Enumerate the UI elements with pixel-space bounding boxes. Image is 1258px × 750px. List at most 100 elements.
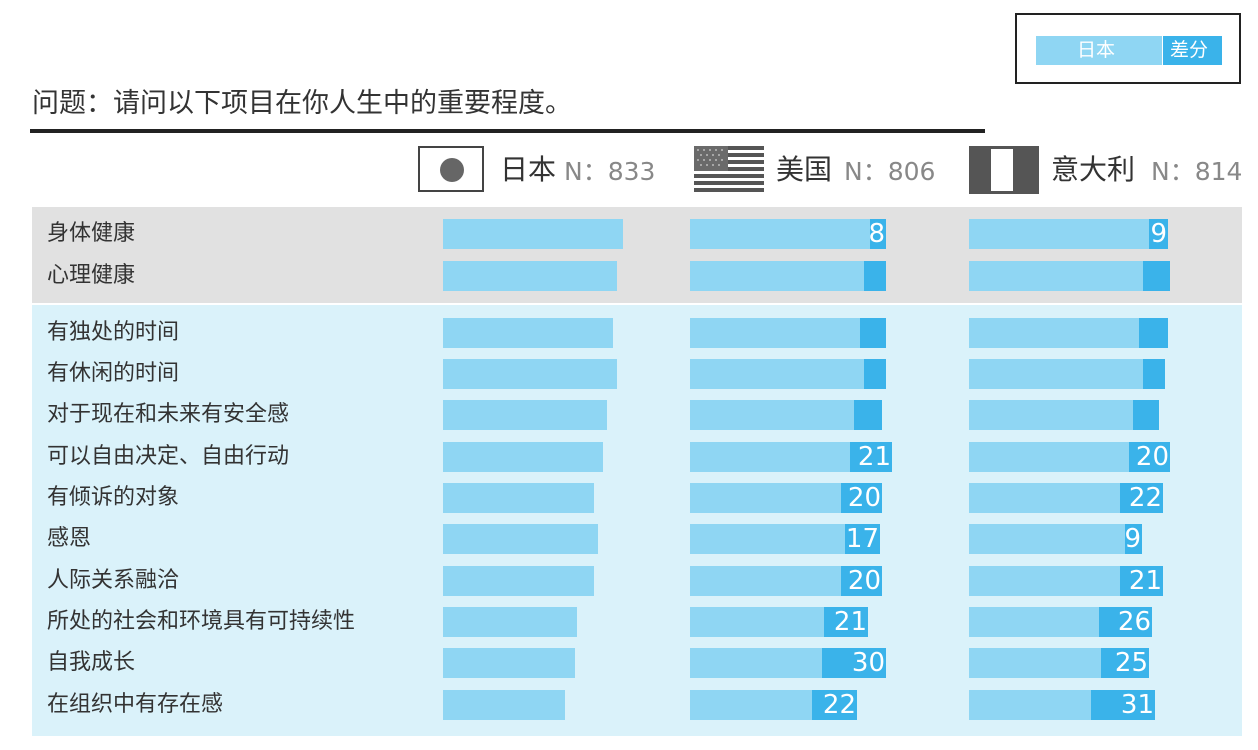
bar-usa: 21 [690,442,892,472]
legend-diff-label: 差分 [1170,38,1208,62]
bar-base-segment [690,607,824,637]
legend-base-label: 日本 [1077,38,1115,62]
difference-label: 20 [1136,442,1169,472]
bar-base-segment [443,442,603,472]
bar-diff-segment [1143,261,1170,291]
bar-japan [443,648,575,678]
bar-base-segment [969,318,1139,348]
bar-italy: 31 [969,690,1155,720]
row-label: 在组织中有存在感 [47,691,223,719]
bar-italy: 22 [969,483,1163,513]
sample-size: N：806 [844,156,935,188]
bar-usa: 20 [690,483,882,513]
difference-label: 31 [1121,690,1154,720]
bar-diff-segment [1139,318,1168,348]
bar-japan [443,566,594,596]
difference-label: 8 [868,219,885,249]
difference-label: 9 [1150,219,1167,249]
difference-label: 20 [848,566,881,596]
bar-usa: 8 [690,219,886,249]
bar-italy: 9 [969,219,1168,249]
bar-japan [443,442,603,472]
bar-base-segment [443,483,594,513]
bar-italy: 26 [969,607,1152,637]
difference-label: 21 [858,442,891,472]
bar-japan [443,400,607,430]
bar-base-segment [443,400,607,430]
sample-size: N：833 [564,156,655,188]
bar-italy [969,318,1168,348]
difference-label: 21 [1129,566,1162,596]
difference-label: 9 [1124,524,1141,554]
bar-usa: 17 [690,524,880,554]
japan-flag-icon [418,146,484,192]
bar-japan [443,318,613,348]
row-label: 人际关系融洽 [47,567,179,595]
bar-base-segment [690,261,864,291]
bar-diff-segment [1143,359,1165,389]
row-label: 可以自由决定、自由行动 [47,443,289,471]
country-name: 美国 [776,152,832,188]
bar-base-segment [969,690,1091,720]
row-label: 有休闲的时间 [47,360,179,388]
bar-base-segment [690,400,854,430]
bar-base-segment [690,648,822,678]
bar-usa [690,318,886,348]
bar-base-segment [443,318,613,348]
row-label: 对于现在和未来有安全感 [47,401,289,429]
difference-label: 26 [1118,607,1151,637]
bar-base-segment [690,483,841,513]
bar-base-segment [443,359,617,389]
bar-diff-segment [864,261,886,291]
bar-italy: 21 [969,566,1163,596]
bar-usa [690,400,882,430]
bar-base-segment [443,219,623,249]
bar-base-segment [443,690,565,720]
bar-base-segment [969,219,1149,249]
bar-italy: 25 [969,648,1149,678]
bar-diff-segment [1133,400,1159,430]
bar-base-segment [690,442,850,472]
country-name: 意大利 [1051,152,1135,188]
row-label: 自我成长 [47,649,135,677]
bar-japan [443,690,565,720]
bar-diff-segment [854,400,882,430]
bar-italy: 20 [969,442,1170,472]
country-name: 日本 [500,152,556,188]
bar-base-segment [690,690,812,720]
bar-japan [443,524,598,554]
difference-label: 30 [852,648,885,678]
bar-italy [969,400,1159,430]
bar-base-segment [969,566,1120,596]
bar-base-segment [969,261,1143,291]
difference-label: 17 [846,524,879,554]
bar-base-segment [969,607,1099,637]
row-label: 心理健康 [47,262,135,290]
bar-base-segment [690,524,845,554]
row-label: 身体健康 [47,220,135,248]
bar-base-segment [443,261,617,291]
bar-base-segment [969,648,1101,678]
bar-base-segment [969,442,1129,472]
bar-diff-segment [864,359,886,389]
bar-usa: 22 [690,690,857,720]
bar-usa: 20 [690,566,882,596]
difference-label: 25 [1115,648,1148,678]
chart-title: 问题：请问以下项目在你人生中的重要程度。 [32,86,572,122]
italy-flag-icon [969,146,1039,194]
difference-label: 20 [848,483,881,513]
bar-base-segment [443,648,575,678]
row-label: 有倾诉的对象 [47,484,179,512]
bar-italy [969,359,1165,389]
bar-base-segment [969,400,1133,430]
title-divider [30,129,985,133]
bar-japan [443,607,577,637]
bar-base-segment [690,318,860,348]
legend-bar: 日本 差分 [1036,36,1222,65]
usa-flag-icon [694,146,764,192]
bar-base-segment [443,607,577,637]
sample-size: N：814 [1151,156,1242,188]
row-label: 感恩 [47,525,91,553]
bar-base-segment [443,524,598,554]
bar-base-segment [969,483,1120,513]
